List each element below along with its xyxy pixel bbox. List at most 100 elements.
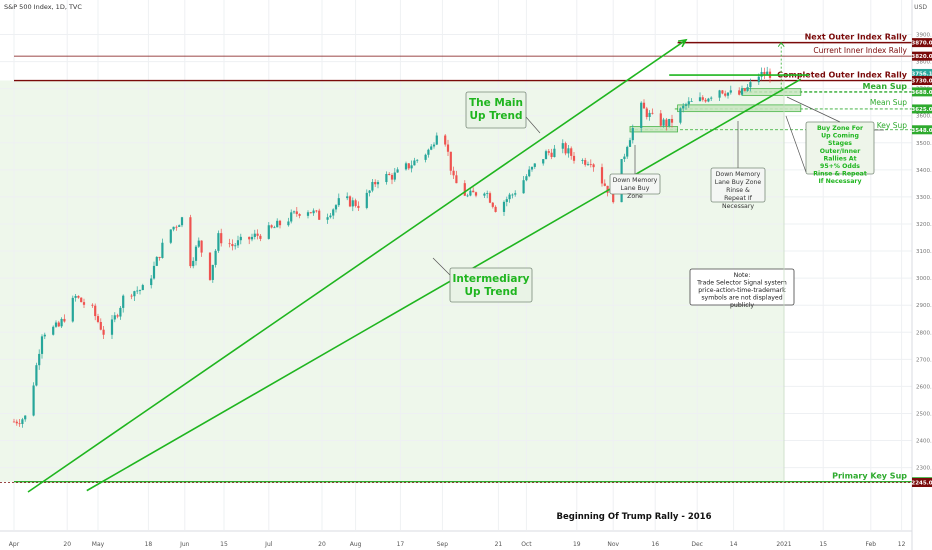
candle-body bbox=[724, 93, 727, 96]
trend-lines bbox=[27, 38, 810, 493]
price-label-box bbox=[912, 68, 932, 78]
candle-body bbox=[600, 167, 604, 184]
candle-body bbox=[74, 295, 77, 298]
candle-body bbox=[455, 175, 458, 184]
price-tick-label: 2400.0 bbox=[916, 439, 932, 445]
candle-body bbox=[346, 196, 349, 199]
candle-body bbox=[679, 108, 682, 123]
candle-body bbox=[648, 112, 651, 118]
candle-body bbox=[80, 297, 83, 303]
time-tick-label: Aug bbox=[350, 541, 362, 548]
level-label: Current Inner Index Rally bbox=[813, 46, 907, 55]
time-axis: Apr 20 May 18 Jun 15 Jul 20 Aug 17 Sep 21 Oct 19 Nov 16… bbox=[0, 530, 912, 548]
candle-body bbox=[102, 329, 105, 335]
price-label: 3548.0 bbox=[911, 128, 932, 134]
price-label: 3688.0 bbox=[911, 90, 932, 96]
candle-body bbox=[236, 240, 240, 246]
candle-body bbox=[483, 193, 486, 196]
level-label: Key Sup bbox=[877, 121, 907, 130]
candle-body bbox=[743, 88, 746, 91]
candle-body bbox=[626, 146, 629, 157]
candle-body bbox=[718, 90, 721, 98]
candle-body bbox=[18, 423, 21, 425]
candle-body bbox=[687, 101, 690, 105]
candle-body bbox=[116, 315, 119, 317]
level-label: Next Outer Index Rally bbox=[805, 33, 908, 42]
candle-body bbox=[491, 202, 494, 207]
candle-body bbox=[273, 227, 276, 229]
candle-body bbox=[256, 233, 259, 236]
candle-body bbox=[463, 183, 466, 196]
candle-body bbox=[231, 244, 234, 247]
candle-body bbox=[136, 290, 139, 292]
candle-body bbox=[427, 149, 430, 155]
candle-body bbox=[318, 210, 321, 220]
candle-body bbox=[141, 285, 144, 291]
candle-body bbox=[113, 315, 116, 320]
price-tick-label: 2900.0 bbox=[916, 303, 932, 309]
price-axis: USD 2300.0 2400.0 2500.0 2600.0 2700.0 2800.0 2… bbox=[911, 0, 932, 550]
candle-body bbox=[567, 148, 570, 154]
intermediary-trend-label-line: Intermediary bbox=[453, 273, 530, 285]
candle-body bbox=[138, 290, 142, 291]
candle-body bbox=[707, 98, 710, 102]
candle-body bbox=[642, 102, 646, 109]
level-label: Completed Outer Index Rally bbox=[777, 71, 908, 80]
candle-body bbox=[270, 225, 273, 228]
candle-body bbox=[726, 92, 730, 96]
candle-body bbox=[388, 173, 391, 175]
candle-body bbox=[152, 265, 156, 279]
candle-body bbox=[547, 151, 550, 153]
candle-body bbox=[35, 365, 38, 386]
level-lines: Next Outer Index Rally Current Inner Inde… bbox=[0, 33, 912, 483]
candle-body bbox=[91, 304, 94, 306]
candle-body bbox=[564, 143, 567, 154]
price-tick-label: 3800.0 bbox=[916, 60, 932, 66]
buy-zone bbox=[677, 104, 802, 113]
candle-body bbox=[197, 240, 200, 247]
candle-body bbox=[175, 226, 178, 228]
candle-body bbox=[514, 193, 517, 195]
price-label-box bbox=[912, 125, 932, 135]
candle-body bbox=[130, 295, 133, 297]
level-label: Mean Sup bbox=[870, 98, 907, 107]
candle-body bbox=[570, 148, 573, 156]
buy-zone-label-line: Rinse & Repeat bbox=[813, 171, 867, 178]
note-label-line: price-action-time-trademark bbox=[698, 287, 786, 294]
candle-body bbox=[721, 90, 724, 94]
candle-body bbox=[698, 97, 702, 102]
candle-body bbox=[259, 235, 262, 239]
candle-body bbox=[371, 181, 374, 191]
candle-body bbox=[508, 194, 511, 200]
main-trend-label-box bbox=[465, 91, 527, 129]
candle-body bbox=[623, 156, 626, 160]
candle-body bbox=[357, 205, 360, 208]
candle-body bbox=[329, 215, 332, 218]
candle-body bbox=[640, 102, 643, 129]
note-label-line: symbols are not displayed bbox=[701, 295, 782, 302]
price-label: 3625.0 bbox=[911, 107, 932, 113]
candle-body bbox=[38, 353, 41, 366]
down-memory-label-2-line: Down Memory bbox=[716, 171, 761, 178]
candle-body bbox=[665, 119, 668, 127]
candle-body bbox=[110, 319, 114, 335]
price-label-box bbox=[912, 38, 932, 48]
candle-body bbox=[122, 295, 125, 308]
candle-body bbox=[763, 71, 766, 76]
candle-body bbox=[511, 194, 514, 196]
buy-zone-label-line: Up Coming bbox=[821, 133, 859, 140]
shaded-region bbox=[0, 80, 784, 482]
candle-body bbox=[312, 210, 315, 214]
intermediary-pointer bbox=[432, 257, 451, 276]
time-tick-label: Sep bbox=[437, 541, 449, 548]
price-label-box bbox=[912, 51, 932, 61]
candle-body bbox=[502, 201, 506, 212]
time-tick-label: 12 bbox=[898, 541, 906, 548]
price-tick-label: 3400.0 bbox=[916, 168, 932, 174]
time-tick-label: Nov bbox=[607, 541, 619, 548]
time-tick-label: Dec bbox=[691, 541, 703, 548]
buy-zone-label-line: If Necessary bbox=[818, 178, 861, 185]
